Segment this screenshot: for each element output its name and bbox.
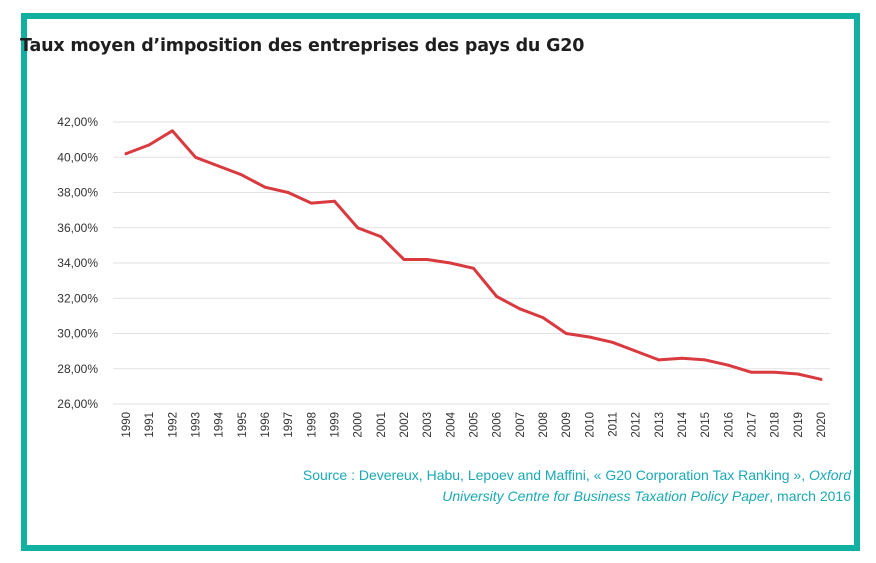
data-point <box>773 370 777 374</box>
data-point <box>240 173 244 177</box>
data-point <box>750 370 753 374</box>
series-line <box>124 129 823 381</box>
x-tick-label: 2009 <box>561 412 573 438</box>
y-tick-label: 42,00% <box>57 115 98 129</box>
source-journal-line1: Oxford <box>808 467 851 483</box>
data-point <box>587 335 591 339</box>
data-point <box>217 164 221 168</box>
x-tick-label: 2002 <box>399 412 411 438</box>
x-tick-label: 1990 <box>121 412 133 438</box>
data-point <box>611 340 614 344</box>
source-suffix: , march 2016 <box>769 488 851 504</box>
data-point <box>819 377 823 381</box>
data-point <box>448 261 452 265</box>
y-tick-label: 30,00% <box>57 327 98 341</box>
x-tick-label: 2016 <box>723 412 735 438</box>
x-tick-label: 2019 <box>793 412 805 438</box>
data-point <box>402 258 406 261</box>
y-tick-label: 32,00% <box>57 291 98 305</box>
data-point <box>170 129 174 133</box>
chart-title: Taux moyen d’imposition des entreprises … <box>20 36 585 56</box>
y-axis-ticks: 26,00% 28,00% 30,00% 32,00% 34,00% 36,00% 38,0… <box>57 115 98 411</box>
x-tick-label: 2000 <box>353 412 365 438</box>
data-point <box>518 307 522 311</box>
data-point <box>333 199 336 203</box>
x-tick-label: 2015 <box>700 412 712 438</box>
x-tick-label: 2013 <box>654 412 666 438</box>
data-point <box>147 143 151 147</box>
data-point <box>194 155 197 159</box>
x-tick-label: 2017 <box>747 412 759 438</box>
data-point <box>680 356 684 360</box>
x-tick-label: 2010 <box>584 412 596 438</box>
source-note: Source : Devereux, Habu, Lepoev and Maff… <box>303 465 851 507</box>
x-axis-ticks: 1990 1991 1992 1993 1994 1995 1996 1997 1998 1999… <box>121 411 828 437</box>
x-tick-label: 2005 <box>469 412 481 438</box>
data-point <box>286 191 290 194</box>
data-point <box>263 185 267 189</box>
x-tick-label: 1992 <box>167 412 179 438</box>
data-point <box>703 358 707 362</box>
x-tick-label: 2006 <box>492 412 504 438</box>
y-tick-label: 34,00% <box>57 256 98 270</box>
data-point <box>564 332 568 335</box>
x-tick-label: 1996 <box>260 412 272 438</box>
data-point <box>495 295 499 298</box>
x-tick-label: 1998 <box>306 412 318 438</box>
chart-frame <box>21 13 860 551</box>
data-point <box>796 372 800 376</box>
x-tick-label: 2004 <box>445 411 457 437</box>
y-tick-label: 28,00% <box>57 362 98 376</box>
x-tick-label: 2012 <box>631 412 643 438</box>
x-tick-label: 2007 <box>515 412 527 438</box>
data-point <box>634 349 638 353</box>
x-tick-label: 1999 <box>330 412 342 438</box>
data-point <box>124 152 128 156</box>
x-tick-label: 1993 <box>191 412 203 438</box>
y-tick-label: 26,00% <box>57 397 98 411</box>
y-tick-label: 38,00% <box>57 186 98 200</box>
x-tick-label: 1995 <box>237 412 249 438</box>
x-tick-label: 1991 <box>144 412 156 438</box>
data-point <box>657 358 661 362</box>
data-point <box>425 258 429 261</box>
y-tick-label: 40,00% <box>57 150 98 164</box>
series-group <box>124 129 823 381</box>
data-point <box>541 316 545 320</box>
data-point <box>472 266 475 270</box>
data-point <box>356 226 360 230</box>
x-tick-label: 2020 <box>816 412 828 438</box>
x-tick-label: 2014 <box>677 411 689 437</box>
x-tick-label: 1994 <box>214 411 226 437</box>
x-tick-label: 2011 <box>608 412 620 437</box>
x-tick-label: 2008 <box>538 412 550 438</box>
x-tick-label: 2018 <box>770 412 782 438</box>
x-tick-label: 2003 <box>422 412 434 438</box>
x-tick-label: 2001 <box>376 412 388 438</box>
gridlines <box>113 121 830 405</box>
y-tick-label: 36,00% <box>57 221 98 235</box>
data-point <box>309 201 313 205</box>
data-point <box>379 235 383 238</box>
source-journal-line2: University Centre for Business Taxation … <box>442 488 770 504</box>
source-prefix: Source : Devereux, Habu, Lepoev and Maff… <box>302 467 806 483</box>
x-tick-label: 1997 <box>283 412 295 438</box>
data-point <box>726 363 730 367</box>
